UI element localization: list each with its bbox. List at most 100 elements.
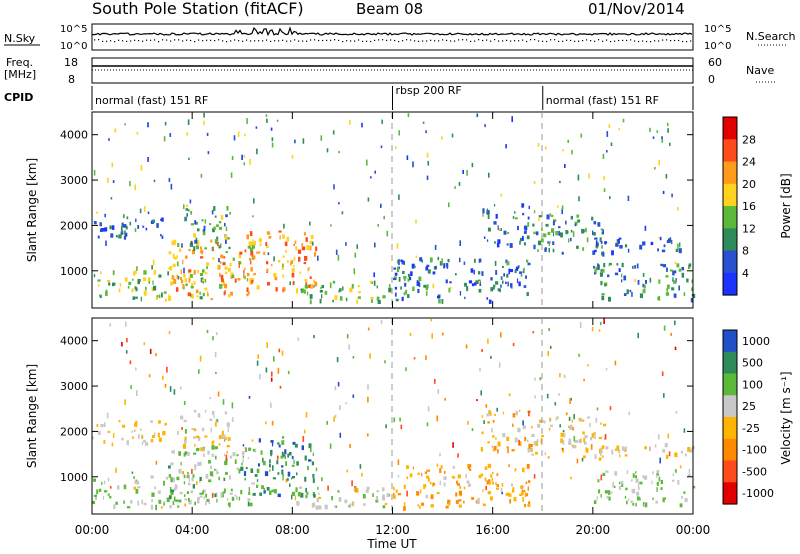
power-echo-cell [160,218,162,221]
power-echo-cell [201,249,203,255]
power-colorbar-band [723,139,737,163]
velocity-echo-cell [628,498,630,501]
velocity-scatter-cell [162,375,164,380]
power-scatter-cell [609,196,611,200]
power-echo-cell [190,241,193,245]
x-tick-labels: 00:00 04:00 08:00 12:00 16:00 20:00 00:00 [75,523,711,537]
power-echo-cell [552,232,555,237]
power-echo-cell [312,279,315,283]
power-scatter-cell [246,118,248,124]
velocity-colorbar-band [723,460,737,483]
velocity-echo-cell [568,425,570,428]
velocity-echo-cell [276,460,279,465]
power-echo-cell [176,261,179,267]
power-echo-cell [447,258,450,263]
power-echo-cell [602,252,605,257]
velocity-echo-cell [211,440,214,446]
power-echo-cell [495,270,498,275]
velocity-scatter-cell [501,491,503,495]
power-echo-cell [140,296,142,302]
velocity-echo-cell [491,471,494,475]
velocity-echo-cell [245,467,248,470]
power-echo-cell [228,246,231,250]
velocity-echo-cell [632,488,636,494]
noise-search-dot [658,40,660,42]
noise-search-dot [374,39,376,41]
power-echo-cell [528,205,530,210]
power-echo-cell [619,245,623,249]
noise-search-dot [614,40,616,42]
velocity-echo-cell [621,446,625,451]
velocity-echo-cell [135,420,138,426]
velocity-echo-cell [480,473,484,477]
power-echo-cell [189,274,193,278]
velocity-echo-cell [178,499,182,503]
velocity-echo-cell [318,492,320,495]
velocity-echo-cell [228,475,231,480]
velocity-echo-cell [150,475,154,479]
velocity-echo-cell [651,480,653,485]
power-echo-cell [339,296,343,301]
velocity-echo-cell [636,491,640,496]
power-echo-cell [227,237,230,240]
velocity-echo-cell [180,462,182,466]
power-scatter-cell [270,127,273,131]
noise-search-dot [198,39,200,41]
power-echo-cell [665,275,669,278]
noise-search-dot [94,39,96,41]
velocity-echo-cell [624,454,628,457]
power-scatter-cell [108,138,110,141]
velocity-echo-cell [107,493,110,496]
velocity-echo-cell [208,499,211,505]
velocity-echo-cell [506,436,510,441]
power-echo-cell [416,280,419,283]
velocity-echo-cell [522,425,526,430]
velocity-scatter-cell [334,386,337,391]
power-scatter-cell [320,135,323,141]
velocity-scatter-cell [596,407,599,411]
power-scatter-cell [661,138,664,143]
power-scatter-cell [203,120,205,125]
power-scatter-cell [373,280,376,286]
power-scatter-cell [462,169,464,174]
velocity-echo-cell [406,465,409,469]
power-scatter-cell [188,157,190,160]
velocity-echo-cell [315,505,318,510]
velocity-scatter-cell [683,428,686,433]
power-echo-region [393,257,531,304]
power-echo-cell [679,242,681,248]
noise-search-dot [294,39,296,41]
velocity-echo-cell [451,476,456,479]
power-echo-cell [445,279,448,284]
power-scatter-cell [335,249,338,255]
power-scatter-cell [557,205,559,208]
power-echo-cell [623,293,627,296]
velocity-echo-cell [656,474,658,478]
noise-search-dot [102,40,104,42]
velocity-echo-cell [92,500,96,505]
power-echo-cell [286,236,290,242]
power-echo-cell [200,246,202,250]
velocity-echo-cell [519,443,522,446]
velocity-scatter-cell [337,381,340,387]
velocity-echo-cell [160,506,163,509]
power-echo-cell [214,215,217,218]
velocity-echo-cell [626,500,628,505]
velocity-echo-cell [151,492,155,497]
velocity-echo-cell [471,497,474,500]
power-echo-cell [142,277,146,282]
power-scatter-cell [412,161,414,168]
power-echo-cell [486,297,489,300]
noise-search-dot [442,39,444,41]
power-echo-cell [295,246,298,251]
velocity-scatter-cell [405,367,407,372]
power-echo-cell [592,250,596,255]
power-scatter-cell [574,223,577,227]
noise-search-dot [618,39,620,42]
velocity-colorbar-tick: -25 [742,422,760,435]
noise-search-dot [178,39,180,41]
power-scatter-cell [406,155,409,160]
